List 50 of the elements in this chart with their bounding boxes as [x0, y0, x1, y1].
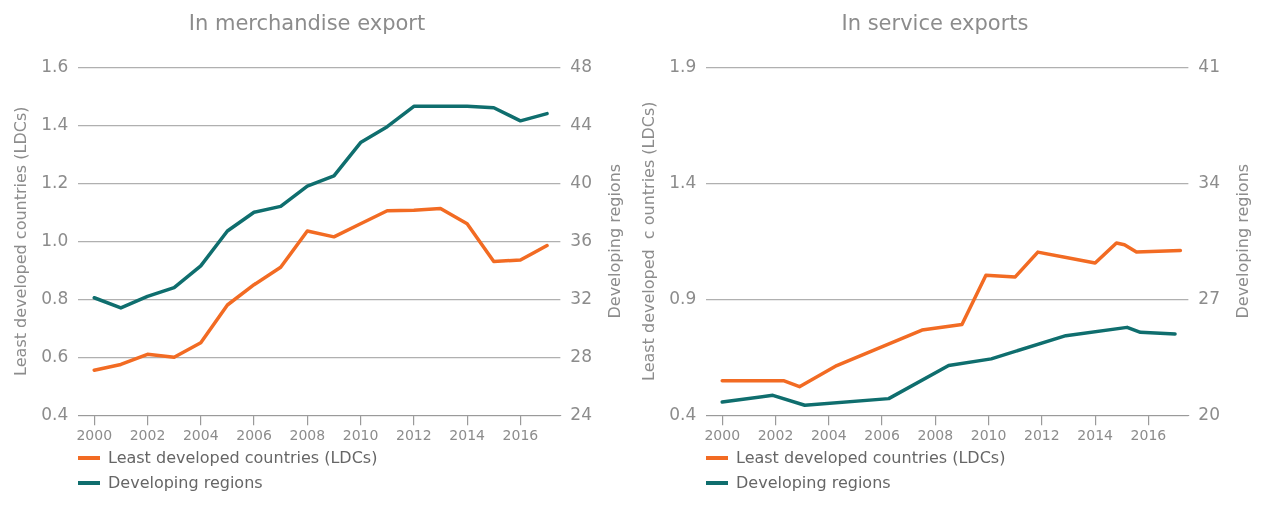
y-tick-label: 1.0: [41, 229, 69, 250]
x-tick-label: 2006: [864, 427, 900, 444]
x-tick-label: 2016: [502, 427, 539, 444]
y-tick-label: 1.9: [669, 55, 697, 76]
y-tick-label: 0.4: [41, 403, 69, 424]
y2-tick-label: 36: [570, 229, 593, 250]
x-tick-label: 2012: [396, 427, 432, 444]
y-tick-label: 0.9: [669, 287, 697, 308]
y-tick-label: 1.2: [41, 171, 69, 192]
x-tick-label: 2012: [1024, 427, 1060, 444]
x-tick-label: 2010: [970, 427, 1007, 444]
y2-axis-title: Developing regions: [605, 163, 625, 319]
x-tick-label: 2004: [810, 427, 847, 444]
y2-tick-label: 34: [1198, 171, 1221, 192]
chart-title: In service exports: [841, 11, 1029, 36]
y-axis-title: Least developed countries (LDCs): [10, 106, 30, 376]
x-tick-label: 2010: [342, 427, 379, 444]
y2-tick-label: 20: [1198, 403, 1221, 424]
x-tick-label: 2000: [704, 427, 741, 444]
y2-tick-label: 27: [1198, 287, 1221, 308]
y2-axis-title: Developing regions: [1233, 163, 1253, 319]
x-tick-label: 2004: [182, 427, 219, 444]
legend-label: Developing regions: [736, 473, 891, 492]
x-tick-label: 2014: [449, 427, 486, 444]
y-tick-label: 1.4: [669, 171, 697, 192]
y-tick-label: 0.6: [41, 345, 69, 366]
y2-tick-label: 44: [570, 113, 593, 134]
y-axis-title: Least developed c ountries (LDCs): [638, 101, 658, 381]
y-tick-label: 1.4: [41, 113, 69, 134]
x-tick-label: 2000: [76, 427, 113, 444]
y-tick-label: 1.6: [41, 55, 69, 76]
x-tick-label: 2014: [1077, 427, 1114, 444]
legend-label: Least developed countries (LDCs): [736, 448, 1006, 467]
y2-tick-label: 40: [570, 171, 593, 192]
x-tick-label: 2002: [129, 427, 166, 444]
x-tick-label: 2008: [917, 427, 954, 444]
chart-title: In merchandise export: [188, 11, 426, 36]
y2-tick-label: 32: [570, 287, 593, 308]
x-tick-label: 2002: [757, 427, 794, 444]
y2-tick-label: 24: [570, 403, 593, 424]
y-tick-label: 0.4: [669, 403, 697, 424]
y-tick-label: 0.8: [41, 287, 69, 308]
x-tick-label: 2008: [289, 427, 326, 444]
y2-tick-label: 28: [570, 345, 593, 366]
y2-tick-label: 41: [1198, 55, 1221, 76]
legend-label: Least developed countries (LDCs): [108, 448, 378, 467]
x-tick-label: 2006: [236, 427, 272, 444]
y2-tick-label: 48: [570, 55, 593, 76]
x-tick-label: 2016: [1130, 427, 1167, 444]
legend-label: Developing regions: [108, 473, 263, 492]
